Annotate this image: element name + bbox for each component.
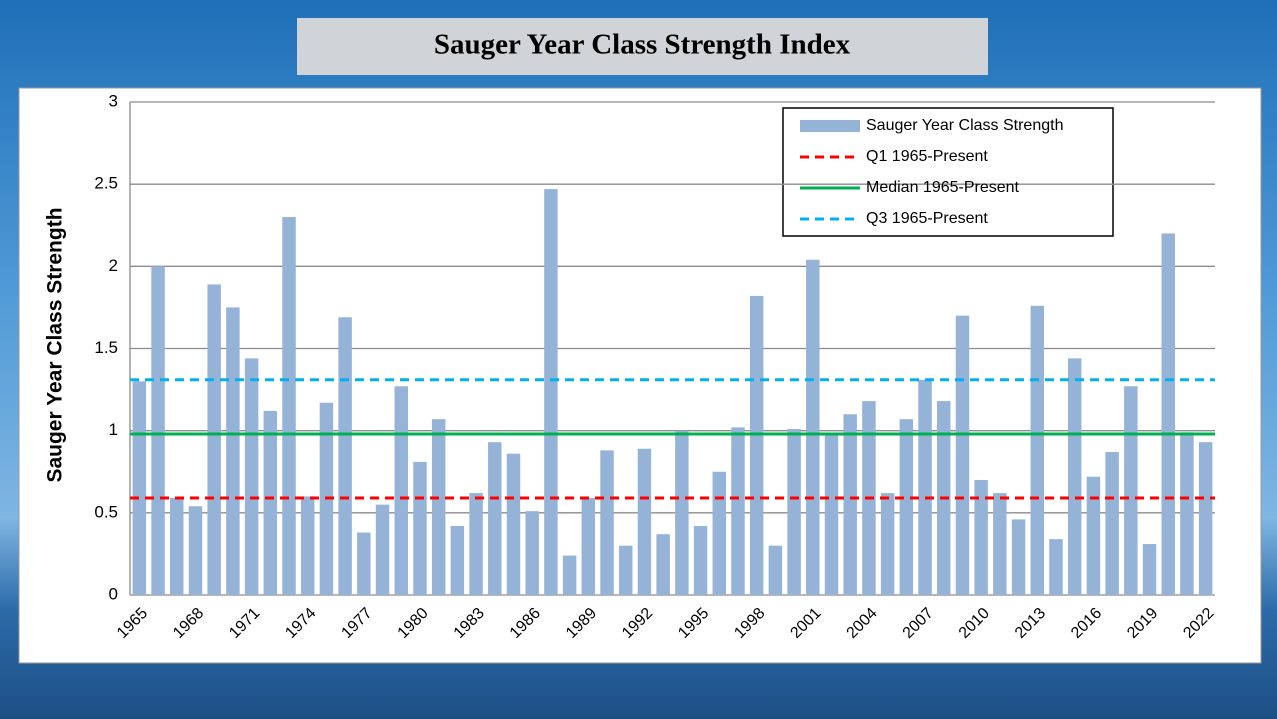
bar xyxy=(582,498,595,595)
bar xyxy=(1012,519,1025,595)
bar xyxy=(413,462,426,595)
bar xyxy=(245,358,258,595)
chart: Sauger Year Class Strength Index Sauger … xyxy=(0,0,1277,719)
bar xyxy=(638,449,651,595)
bar xyxy=(301,496,314,595)
bar xyxy=(207,284,220,595)
bar xyxy=(656,534,669,595)
bar xyxy=(376,505,389,595)
bar xyxy=(825,434,838,595)
bar xyxy=(675,431,688,595)
bar xyxy=(1049,539,1062,595)
bar xyxy=(395,386,408,595)
bar xyxy=(488,442,501,595)
bar xyxy=(151,266,164,595)
legend-label: Q3 1965-Present xyxy=(866,210,988,227)
bar xyxy=(357,533,370,595)
bar xyxy=(843,414,856,595)
legend-label: Median 1965-Present xyxy=(866,179,1020,196)
bar xyxy=(338,317,351,595)
bar xyxy=(282,217,295,595)
bar xyxy=(806,260,819,595)
bar xyxy=(1068,358,1081,595)
bar xyxy=(1031,306,1044,595)
bar xyxy=(993,493,1006,595)
bar xyxy=(525,511,538,595)
bar xyxy=(881,493,894,595)
y-axis-label: Sauger Year Class Strength xyxy=(44,207,67,482)
bar xyxy=(1180,432,1193,595)
bar xyxy=(1124,386,1137,595)
bar xyxy=(769,546,782,595)
bar xyxy=(544,189,557,595)
bar xyxy=(133,381,146,595)
y-tick-label: 1 xyxy=(109,420,118,439)
bar xyxy=(787,429,800,595)
bar xyxy=(1087,477,1100,595)
bar xyxy=(451,526,464,595)
y-tick-label: 3 xyxy=(109,91,118,110)
bar xyxy=(619,546,632,595)
bar xyxy=(731,427,744,595)
bar xyxy=(563,556,576,595)
bar xyxy=(264,411,277,595)
legend-swatch xyxy=(800,120,860,132)
bar xyxy=(1143,544,1156,595)
bar xyxy=(900,419,913,595)
bar xyxy=(170,498,183,595)
bar xyxy=(432,419,445,595)
bar xyxy=(1105,452,1118,595)
y-tick-label: 2.5 xyxy=(94,174,118,193)
bar xyxy=(1161,233,1174,595)
y-tick-label: 0.5 xyxy=(94,502,118,521)
y-tick-label: 2 xyxy=(109,256,118,275)
bar xyxy=(189,506,202,595)
bar xyxy=(1199,442,1212,595)
bar xyxy=(469,493,482,595)
y-tick-label: 1.5 xyxy=(94,338,118,357)
bar xyxy=(956,316,969,595)
bar xyxy=(226,307,239,595)
bar xyxy=(713,472,726,595)
chart-title: Sauger Year Class Strength Index xyxy=(434,29,851,61)
bar xyxy=(600,450,613,595)
legend-label: Q1 1965-Present xyxy=(866,148,988,165)
bar xyxy=(694,526,707,595)
bar xyxy=(918,380,931,595)
legend-label: Sauger Year Class Strength xyxy=(866,117,1063,134)
bar xyxy=(507,454,520,595)
bar xyxy=(750,296,763,595)
y-tick-label: 0 xyxy=(109,584,118,603)
